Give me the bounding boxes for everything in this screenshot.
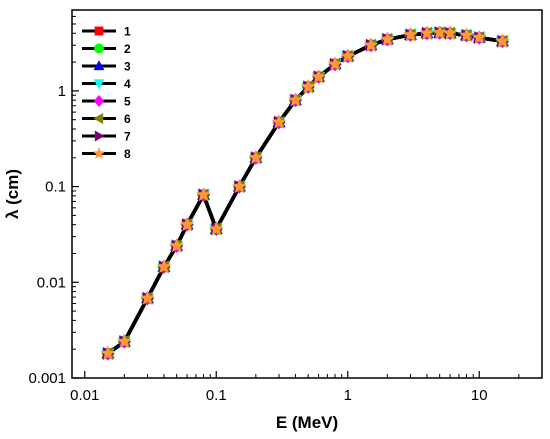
data-point bbox=[156, 259, 172, 274]
legend-label: 3 bbox=[124, 60, 131, 74]
data-point bbox=[169, 238, 185, 253]
legend-label: 1 bbox=[124, 25, 131, 39]
x-tick-label: 0.01 bbox=[70, 387, 99, 404]
series-2-points bbox=[102, 26, 509, 360]
series-1-points bbox=[102, 27, 508, 359]
series-7-points bbox=[102, 26, 510, 361]
series-lines bbox=[106, 30, 503, 355]
series-line-6 bbox=[106, 30, 503, 355]
legend-item-4: 4 bbox=[82, 77, 131, 91]
data-point bbox=[196, 187, 211, 202]
legend-label: 4 bbox=[124, 77, 131, 91]
data-point bbox=[140, 290, 155, 305]
series-6-points bbox=[101, 26, 508, 361]
legend-marker bbox=[94, 130, 105, 142]
legend-marker bbox=[93, 113, 104, 124]
series-line-4 bbox=[106, 30, 503, 355]
y-axis-title: λ (cm) bbox=[3, 169, 22, 219]
data-point bbox=[311, 69, 326, 84]
data-point bbox=[248, 150, 264, 165]
legend-label: 2 bbox=[124, 42, 131, 56]
legend-label: 8 bbox=[124, 147, 131, 161]
data-point bbox=[116, 333, 132, 348]
series-5-points bbox=[101, 25, 509, 361]
data-point bbox=[459, 27, 474, 42]
data-point bbox=[232, 178, 247, 193]
data-point bbox=[179, 216, 195, 231]
data-point bbox=[432, 24, 448, 40]
legend-label: 7 bbox=[124, 130, 131, 144]
legend-marker bbox=[93, 60, 105, 71]
legend-item-5: 5 bbox=[82, 95, 131, 109]
series-line-7 bbox=[106, 30, 503, 355]
series-4-points bbox=[101, 27, 509, 361]
legend-item-6: 6 bbox=[82, 112, 131, 126]
data-point bbox=[300, 79, 316, 94]
series-line-1 bbox=[106, 30, 503, 355]
series-markers bbox=[100, 24, 510, 361]
legend-marker bbox=[93, 79, 105, 90]
legend-item-7: 7 bbox=[82, 130, 131, 144]
plot-frame bbox=[71, 9, 543, 379]
legend-label: 6 bbox=[124, 112, 131, 126]
legend-label: 5 bbox=[124, 95, 131, 109]
y-tick-label: 0.1 bbox=[45, 179, 66, 196]
legend-item-1: 1 bbox=[82, 25, 131, 39]
legend: 1 2 3 4 5 6 7 8 bbox=[82, 25, 131, 161]
data-point bbox=[288, 92, 303, 107]
series-line-5 bbox=[106, 30, 503, 355]
data-point bbox=[403, 27, 418, 42]
legend-marker bbox=[92, 147, 106, 159]
data-point bbox=[208, 221, 224, 236]
series-8-points bbox=[100, 24, 510, 360]
legend-marker bbox=[94, 26, 104, 36]
legend-item-8: 8 bbox=[82, 147, 131, 161]
y-tick-label: 0.001 bbox=[28, 370, 66, 387]
data-point bbox=[363, 37, 379, 52]
x-axis-title: E (MeV) bbox=[276, 413, 338, 432]
x-tick-label: 10 bbox=[471, 387, 488, 404]
data-point bbox=[471, 29, 487, 44]
series-line-8 bbox=[106, 30, 503, 355]
series-line-2 bbox=[106, 30, 503, 355]
data-point bbox=[419, 25, 435, 40]
x-tick-label: 1 bbox=[344, 387, 352, 404]
data-point bbox=[495, 33, 510, 48]
data-point bbox=[100, 345, 116, 360]
data-point bbox=[327, 56, 343, 71]
data-point bbox=[379, 31, 395, 46]
legend-item-2: 2 bbox=[82, 42, 131, 56]
series-line-3 bbox=[106, 30, 503, 355]
y-tick-label: 1 bbox=[58, 83, 66, 100]
data-point bbox=[271, 114, 287, 129]
data-point bbox=[340, 48, 356, 63]
legend-marker bbox=[93, 95, 105, 107]
y-tick-label: 0.01 bbox=[37, 274, 66, 291]
x-tick-label: 0.1 bbox=[206, 387, 227, 404]
legend-item-3: 3 bbox=[82, 60, 131, 74]
data-point bbox=[442, 25, 458, 40]
series-3-points bbox=[101, 25, 509, 359]
legend-marker bbox=[94, 43, 104, 54]
